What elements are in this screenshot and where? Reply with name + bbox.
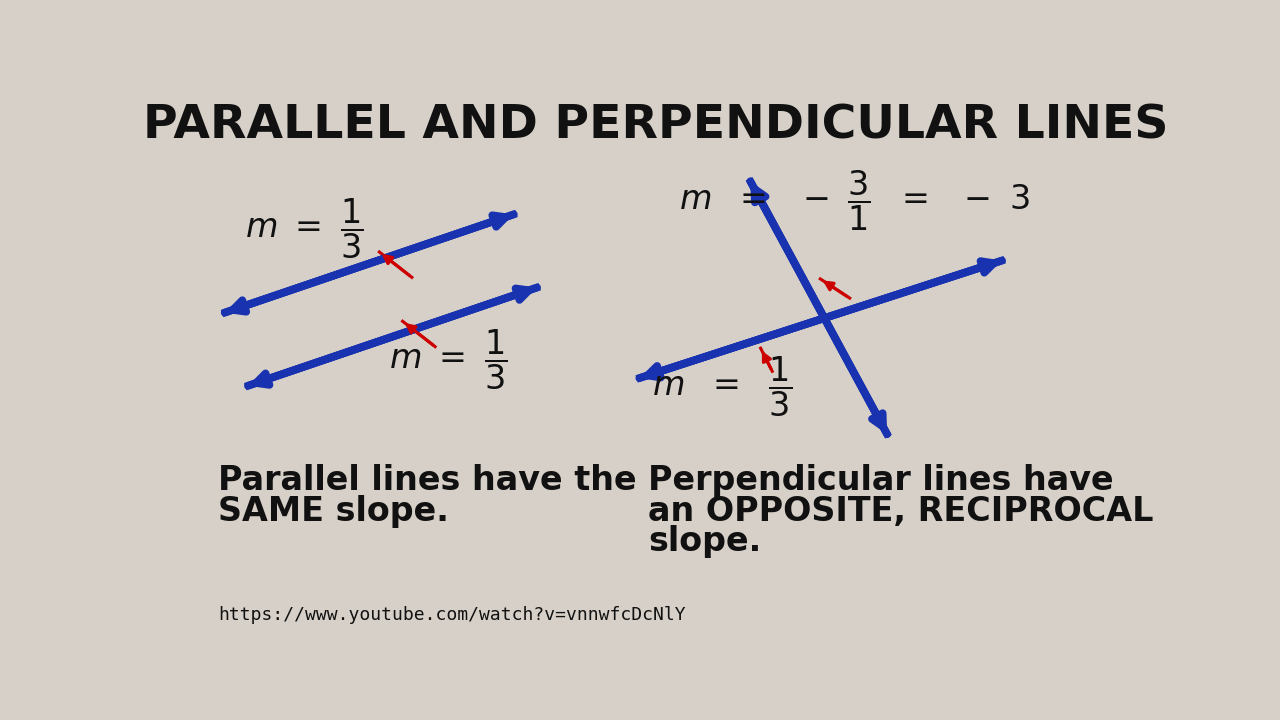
Text: $m\ \ =\ \ \dfrac{1}{3}$: $m\ \ =\ \ \dfrac{1}{3}$ xyxy=(652,354,792,419)
Text: PARALLEL AND PERPENDICULAR LINES: PARALLEL AND PERPENDICULAR LINES xyxy=(143,104,1169,149)
Text: SAME slope.: SAME slope. xyxy=(218,495,449,528)
Text: https://www.youtube.com/watch?v=vnnwfcDcNlY: https://www.youtube.com/watch?v=vnnwfcDc… xyxy=(218,606,686,624)
Text: Perpendicular lines have: Perpendicular lines have xyxy=(648,464,1114,497)
Text: $m\ =\ \dfrac{1}{3}$: $m\ =\ \dfrac{1}{3}$ xyxy=(246,197,364,261)
Text: $m\ =\ \dfrac{1}{3}$: $m\ =\ \dfrac{1}{3}$ xyxy=(389,328,507,392)
Text: an OPPOSITE, RECIPROCAL: an OPPOSITE, RECIPROCAL xyxy=(648,495,1153,528)
Text: Parallel lines have the: Parallel lines have the xyxy=(218,464,636,497)
Text: slope.: slope. xyxy=(648,526,762,558)
Text: $m\ \ =\ \ -\ \dfrac{3}{1}\ \ =\ \ -\ 3$: $m\ \ =\ \ -\ \dfrac{3}{1}\ \ =\ \ -\ 3$ xyxy=(680,168,1030,233)
